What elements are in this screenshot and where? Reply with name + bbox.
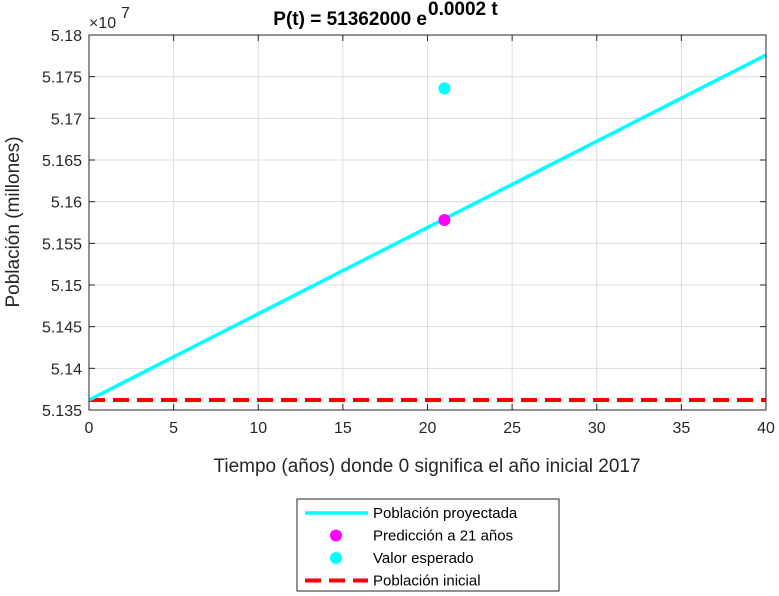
x-tick-label: 20 bbox=[419, 420, 437, 437]
legend-swatch-marker bbox=[330, 552, 342, 564]
x-tick-label: 5 bbox=[169, 420, 178, 437]
y-tick-label: 5.155 bbox=[42, 236, 82, 253]
x-axis-ticks: 0 5 10 15 20 25 30 35 40 bbox=[85, 35, 775, 437]
y-tick-label: 5.17 bbox=[51, 111, 82, 128]
y-axis-ticks: 5.135 5.14 5.145 5.15 5.155 5.16 5.165 5.17 5.17… bbox=[42, 28, 766, 420]
x-tick-label: 0 bbox=[85, 420, 94, 437]
x-tick-label: 25 bbox=[503, 420, 521, 437]
plot-area bbox=[88, 53, 767, 402]
legend-label: Población inicial bbox=[373, 573, 481, 590]
y-tick-label: 5.15 bbox=[51, 278, 82, 295]
legend-label: Población proyectada bbox=[373, 505, 518, 522]
legend-label: Valor esperado bbox=[373, 550, 474, 567]
prediction-21-years-point bbox=[438, 214, 451, 226]
x-tick-label: 10 bbox=[249, 420, 267, 437]
legend: Población proyectada Predicción a 21 años… bbox=[296, 498, 560, 592]
y-tick-label: 5.175 bbox=[42, 70, 82, 87]
y-multiplier-exponent: 7 bbox=[121, 5, 130, 22]
y-multiplier: ×10 bbox=[89, 15, 116, 32]
y-tick-label: 5.165 bbox=[42, 153, 82, 170]
legend-item-expected: Valor esperado bbox=[330, 550, 474, 567]
chart-title: P(t) = 51362000 e bbox=[273, 9, 427, 30]
legend-item-prediction: Predicción a 21 años bbox=[330, 528, 513, 545]
y-tick-label: 5.16 bbox=[51, 195, 82, 212]
legend-item-initial: Población inicial bbox=[305, 573, 481, 590]
projected-population-line bbox=[88, 53, 767, 402]
x-tick-label: 35 bbox=[672, 420, 690, 437]
legend-label: Predicción a 21 años bbox=[373, 528, 513, 545]
x-tick-label: 30 bbox=[588, 420, 606, 437]
y-tick-label: 5.145 bbox=[42, 320, 82, 337]
y-tick-label: 5.18 bbox=[51, 28, 82, 45]
x-tick-label: 15 bbox=[334, 420, 352, 437]
x-axis-label: Tiempo (años) donde 0 significa el año i… bbox=[213, 456, 640, 477]
y-tick-label: 5.135 bbox=[42, 403, 82, 420]
chart-title-exponent: 0.0002 t bbox=[428, 0, 498, 20]
x-tick-label: 40 bbox=[757, 420, 775, 437]
y-tick-label: 5.14 bbox=[51, 361, 82, 378]
legend-item-projected: Población proyectada bbox=[305, 505, 518, 522]
y-axis-label: Población (millones) bbox=[3, 136, 24, 307]
expected-value-point bbox=[438, 82, 451, 95]
legend-swatch-marker bbox=[330, 529, 342, 542]
